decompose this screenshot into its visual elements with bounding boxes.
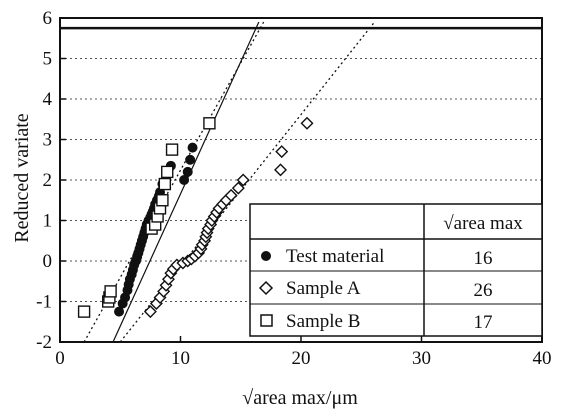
x-tick-label: 0	[55, 348, 65, 369]
legend-marker-sample-b	[260, 314, 273, 327]
x-tick-label: 40	[533, 348, 552, 369]
x-axis-ticks: 0 10 20 30 40	[55, 336, 552, 369]
point-sample-b	[203, 117, 216, 130]
legend-marker-sample-a	[258, 280, 274, 296]
y-tick-label: 6	[43, 8, 53, 29]
y-tick-label: 4	[43, 89, 53, 110]
legend-value-sample-a: 26	[474, 280, 493, 301]
point-sample-b	[165, 143, 179, 156]
y-tick-label: 3	[43, 130, 53, 151]
point-sample-a	[143, 305, 157, 319]
legend-label-sample-b: Sample B	[286, 311, 360, 332]
x-tick-label: 10	[171, 348, 190, 369]
y-axis-ticks: -2 -1 0 1 2 3 4 5 6	[36, 8, 66, 353]
point-sample-a	[275, 145, 289, 159]
point-sample-b	[161, 165, 174, 179]
legend-value-test-material: 16	[474, 248, 493, 269]
legend-header: √area max	[443, 213, 523, 234]
legend-marker-test-material	[261, 251, 271, 261]
point-sample-a	[224, 188, 238, 202]
point-sample-a	[236, 173, 250, 187]
data-points	[77, 116, 314, 319]
legend: √area max Test material 16 Sample A 26 S…	[249, 203, 543, 337]
y-tick-label: 2	[43, 170, 53, 191]
x-tick-label: 30	[412, 348, 431, 369]
y-tick-label: -2	[36, 332, 52, 353]
point-test-material	[187, 142, 198, 153]
y-tick-label: 1	[43, 211, 53, 232]
point-sample-b	[77, 305, 91, 318]
y-tick-label: -1	[36, 292, 52, 313]
point-test-material	[179, 175, 190, 185]
point-sample-a	[231, 181, 245, 195]
y-axis-label: Reduced variate	[11, 113, 33, 242]
legend-label-test-material: Test material	[286, 246, 384, 267]
point-test-material	[185, 154, 196, 165]
point-sample-b	[156, 194, 169, 207]
point-test-material	[114, 306, 125, 317]
point-sample-a	[300, 116, 314, 130]
x-axis-label: √area max/μm	[242, 387, 358, 409]
legend-value-sample-b: 17	[474, 312, 493, 333]
legend-label-sample-a: Sample A	[286, 278, 361, 299]
point-sample-b	[104, 285, 117, 298]
point-sample-a	[274, 163, 288, 177]
point-test-material	[182, 166, 193, 177]
fit-line	[119, 21, 376, 343]
y-tick-label: 5	[43, 49, 53, 70]
x-tick-label: 20	[292, 348, 311, 369]
point-sample-b	[158, 177, 172, 191]
legend-box	[249, 203, 543, 337]
y-tick-label: 0	[43, 251, 53, 272]
